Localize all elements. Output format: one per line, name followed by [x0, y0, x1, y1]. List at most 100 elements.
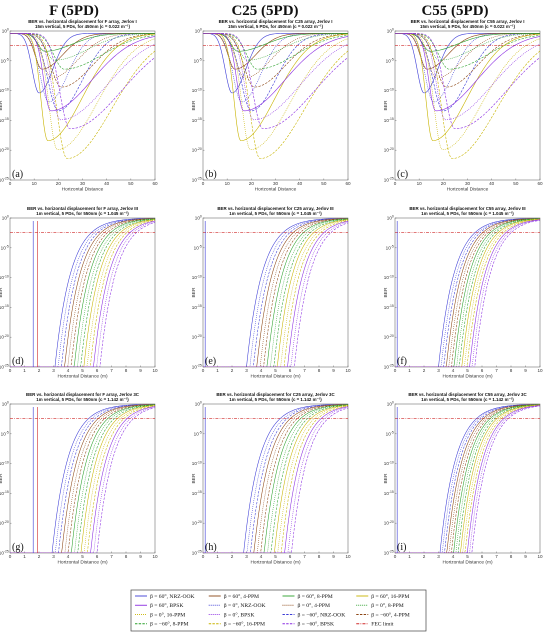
- series-line: [395, 33, 540, 121]
- series-line: [395, 218, 540, 367]
- x-tick-label: 3: [52, 554, 55, 559]
- panel-title: 15m vertical, 5 PDs, for 450nm (c = 0.02…: [420, 24, 515, 29]
- y-tick-label: 10-25: [0, 177, 9, 183]
- series-line: [395, 218, 540, 367]
- x-tick-label: 0: [394, 554, 397, 559]
- y-tick-label: 10-5: [386, 245, 394, 251]
- series-line: [10, 222, 155, 367]
- x-tick-label: 10: [537, 368, 543, 373]
- x-tick-label: 9: [524, 368, 527, 373]
- x-tick-label: 0: [9, 181, 12, 186]
- series-line: [203, 33, 348, 150]
- x-axis-label: Horizontal Distance (m): [57, 374, 108, 380]
- y-tick-label: 100: [387, 401, 394, 407]
- legend-label: β = −60°, 4-PPM: [371, 611, 409, 618]
- x-axis-label: Horizontal Distance (m): [442, 374, 493, 380]
- series-line: [10, 219, 155, 367]
- panel-title: 1m vertical, 5 PDs, for 550nm (c = 1.045…: [229, 211, 322, 216]
- series-line: [395, 33, 540, 52]
- column-title: F (5PD): [49, 3, 99, 19]
- series-line: [203, 406, 348, 553]
- y-tick-label: 10-20: [384, 334, 394, 340]
- y-tick-label: 10-5: [194, 245, 202, 251]
- series-line: [203, 404, 348, 553]
- series-line: [395, 404, 540, 553]
- x-axis-label: Horizontal Distance: [255, 187, 297, 193]
- series-line: [203, 220, 348, 367]
- y-tick-label: 10-25: [192, 364, 202, 370]
- series-line: [395, 33, 540, 61]
- panel-letter: (i): [397, 542, 406, 553]
- series-line: [203, 404, 348, 553]
- x-tick-label: 5: [81, 368, 84, 373]
- x-tick-label: 0: [202, 368, 205, 373]
- x-tick-label: 30: [465, 181, 471, 186]
- series-line: [395, 218, 540, 367]
- x-tick-label: 2: [38, 368, 41, 373]
- series-line: [10, 221, 155, 367]
- series-line: [10, 218, 155, 367]
- y-tick-label: 10-25: [192, 177, 202, 183]
- panel-title: BER vs. horizontal displacement for C55 …: [408, 392, 527, 397]
- x-tick-label: 1: [23, 368, 26, 373]
- series-line: [203, 218, 348, 367]
- x-tick-label: 0: [394, 368, 397, 373]
- series-line: [10, 406, 155, 553]
- series-line: [203, 219, 348, 367]
- series-line: [395, 219, 540, 367]
- y-tick-label: 10-20: [0, 334, 9, 340]
- x-tick-label: 20: [56, 181, 62, 186]
- panel-title: 1m vertical, 5 PDs, for 550nm (c = 1.045…: [36, 211, 129, 216]
- y-tick-label: 10-5: [1, 245, 9, 251]
- x-tick-label: 4: [260, 368, 263, 373]
- series-line: [395, 404, 540, 553]
- plot-area: [394, 217, 541, 368]
- series-line: [10, 404, 155, 553]
- legend-label: β = 60°, BPSK: [150, 602, 183, 609]
- x-tick-label: 8: [125, 368, 128, 373]
- y-tick-label: 10-15: [192, 117, 202, 123]
- y-tick-label: 100: [195, 28, 202, 34]
- plot-area: [9, 217, 156, 368]
- series-line: [203, 218, 348, 367]
- y-axis-label: BER: [0, 473, 4, 483]
- series-line: [10, 218, 155, 367]
- y-tick-label: 10-5: [386, 431, 394, 437]
- series-line: [10, 405, 155, 553]
- plot-area: [394, 403, 541, 554]
- panel-title: 15m vertical, 5 PDs, for 450nm (c = 0.02…: [228, 24, 323, 29]
- x-axis-label: Horizontal Distance (m): [442, 560, 493, 566]
- chart-panel: BER vs. horizontal displacement for C25 …: [191, 206, 351, 380]
- x-tick-label: 2: [423, 368, 426, 373]
- panel-letter: (g): [12, 542, 24, 553]
- series-line: [203, 404, 348, 553]
- x-tick-label: 60: [152, 181, 158, 186]
- column-titles: F (5PD) C25 (5PD) C55 (5PD): [49, 3, 488, 19]
- panel-title: BER vs. horizontal displacement for F ar…: [28, 19, 137, 24]
- legend-box: [130, 589, 427, 632]
- plot-area: [9, 403, 156, 554]
- y-axis-label: BER: [383, 100, 389, 110]
- x-tick-label: 4: [452, 554, 455, 559]
- series-line: [395, 404, 540, 553]
- x-tick-label: 2: [38, 554, 41, 559]
- x-tick-label: 7: [303, 554, 306, 559]
- series-line: [395, 404, 540, 553]
- legend-label: β = 60°, 16-PPM: [371, 593, 409, 600]
- y-tick-label: 10-10: [0, 87, 9, 93]
- x-tick-label: 30: [273, 181, 279, 186]
- panel-title: 1m vertical, 5 PDs, for 550nm (c = 1.142…: [229, 397, 322, 402]
- x-tick-label: 6: [289, 554, 292, 559]
- y-tick-label: 10-25: [384, 550, 394, 556]
- x-tick-label: 4: [67, 554, 70, 559]
- y-tick-label: 10-20: [0, 147, 9, 153]
- y-tick-label: 10-25: [0, 364, 9, 370]
- series-line: [10, 405, 155, 553]
- series-line: [395, 218, 540, 367]
- y-axis-label: BER: [0, 100, 4, 110]
- series-line: [10, 218, 155, 367]
- column-title: C25 (5PD): [231, 3, 298, 19]
- x-tick-label: 60: [345, 181, 351, 186]
- series-line: [395, 404, 540, 553]
